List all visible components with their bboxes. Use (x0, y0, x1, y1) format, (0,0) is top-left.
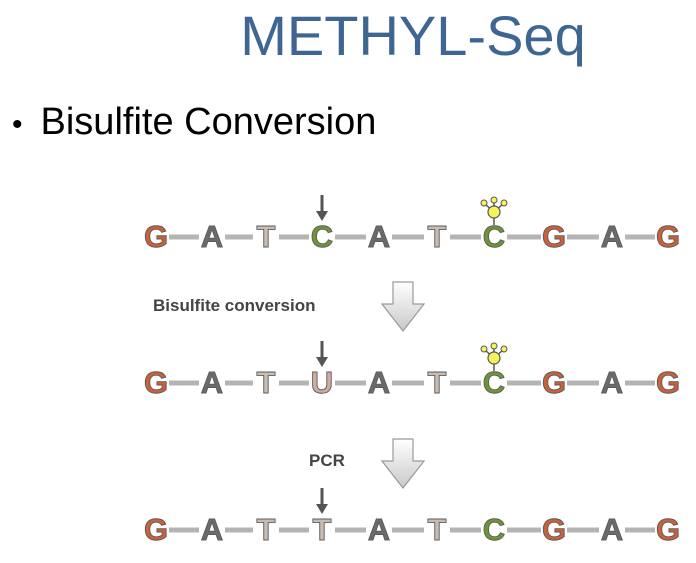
base-A: A (368, 365, 390, 400)
base-T: T (257, 512, 276, 547)
base-C: C (483, 219, 505, 254)
bullet-item: • Bisulfite Conversion (12, 100, 376, 147)
bullet-dot: • (12, 108, 23, 141)
base-A: A (201, 365, 223, 400)
base-T: T (313, 512, 332, 547)
base-A: A (201, 219, 223, 254)
base-G: G (656, 512, 680, 547)
base-C: C (311, 219, 333, 254)
base-T: T (257, 365, 276, 400)
base-C: C (483, 512, 505, 547)
base-A: A (601, 512, 623, 547)
base-G: G (656, 365, 680, 400)
base-T: T (257, 219, 276, 254)
base-A: A (601, 365, 623, 400)
base-G: G (542, 365, 566, 400)
methyl-group-icon (480, 196, 508, 225)
base-C: C (483, 365, 505, 400)
base-A: A (368, 219, 390, 254)
base-G: G (144, 365, 168, 400)
methyl-group-icon (480, 342, 508, 371)
step-label-pcr: PCR (309, 451, 345, 470)
page-title: METHYL-Seq (240, 4, 586, 67)
base-T: T (428, 512, 447, 547)
down-arrow-icon (380, 438, 426, 489)
base-A: A (368, 512, 390, 547)
base-G: G (542, 512, 566, 547)
base-G: G (656, 219, 680, 254)
marker-arrow-icon (316, 211, 328, 221)
step-label-bisulfite: Bisulfite conversion (153, 296, 315, 315)
base-G: G (144, 219, 168, 254)
base-A: A (201, 512, 223, 547)
base-U: U (311, 365, 333, 400)
base-T: T (428, 219, 447, 254)
marker-arrow-icon (316, 504, 328, 514)
down-arrow-icon (380, 281, 426, 332)
base-G: G (542, 219, 566, 254)
base-A: A (601, 219, 623, 254)
marker-arrow-icon (316, 357, 328, 367)
base-T: T (428, 365, 447, 400)
bullet-text: Bisulfite Conversion (40, 101, 377, 143)
base-G: G (144, 512, 168, 547)
